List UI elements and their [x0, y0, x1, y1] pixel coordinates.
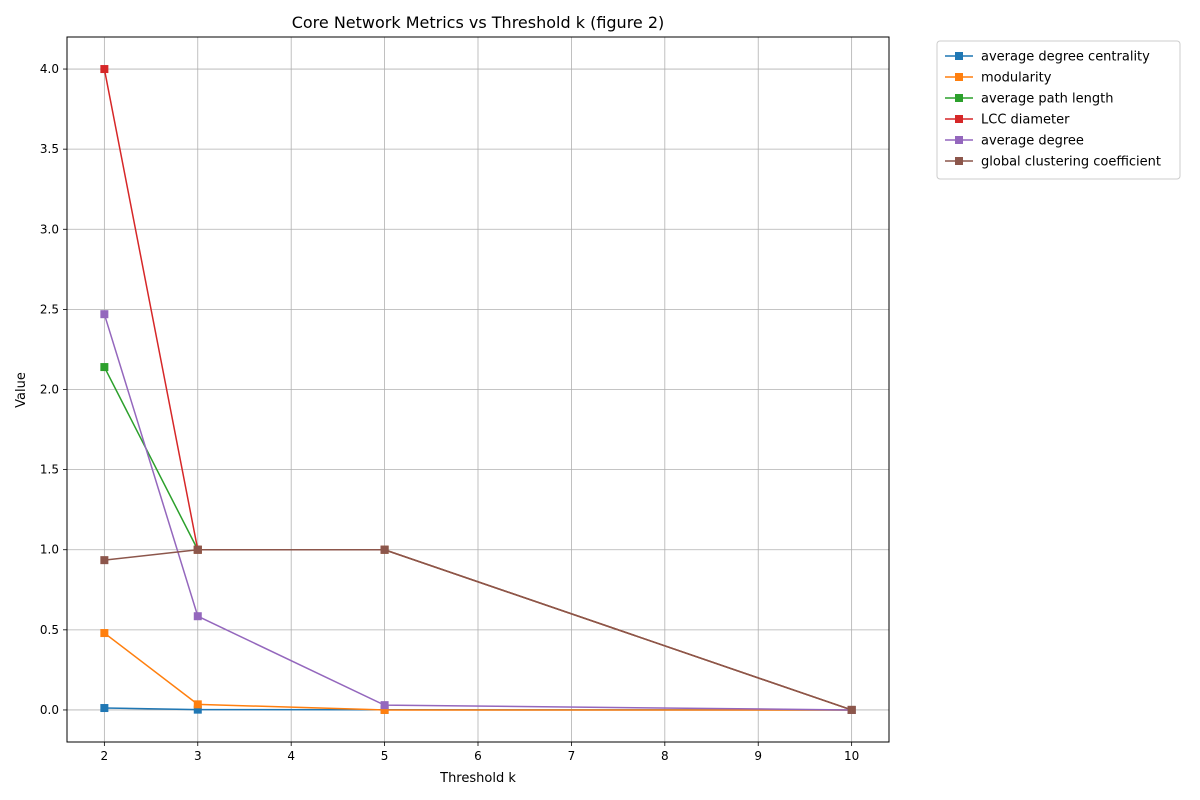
series-line-average-degree — [103, 313, 852, 711]
legend-label: modularity — [981, 71, 1052, 86]
legend-item-modularity: modularity — [945, 71, 1052, 86]
legend-swatch-marker — [955, 94, 963, 102]
chart-title: Core Network Metrics vs Threshold k (fig… — [292, 13, 665, 32]
x-tick-label: 10 — [844, 749, 859, 763]
series-global-clustering-coefficient — [100, 545, 856, 714]
data-point-average-degree-centrality — [100, 704, 109, 713]
series-line-modularity — [103, 632, 852, 711]
data-point-global-clustering-coefficient — [847, 705, 856, 714]
x-tick-label: 2 — [101, 749, 109, 763]
data-point-lcc-diameter — [100, 65, 109, 74]
series-group — [100, 65, 856, 714]
x-tick-label: 6 — [474, 749, 482, 763]
data-point-average-path-length — [100, 363, 109, 372]
legend-swatch-marker — [955, 157, 963, 165]
y-tick-label: 0.5 — [40, 623, 59, 637]
data-point-global-clustering-coefficient — [193, 545, 202, 554]
legend-swatch-marker — [955, 73, 963, 81]
legend-swatch-marker — [955, 136, 963, 144]
x-tick-label: 4 — [287, 749, 295, 763]
data-point-average-degree — [100, 310, 109, 319]
legend-label: average degree centrality — [981, 50, 1150, 65]
y-tick-label: 2.0 — [40, 383, 59, 397]
legend-label: average degree — [981, 134, 1084, 149]
legend-swatch-marker — [955, 52, 963, 60]
data-point-average-degree — [193, 612, 202, 621]
legend-item-global-clustering-coefficient: global clustering coefficient — [945, 155, 1161, 170]
x-tick-label: 3 — [194, 749, 202, 763]
data-point-modularity — [380, 705, 389, 714]
y-tick-label: 3.5 — [40, 142, 59, 156]
series-line-global-clustering-coefficient — [104, 548, 852, 711]
data-point-global-clustering-coefficient — [100, 556, 109, 565]
x-tick-label: 5 — [381, 749, 389, 763]
legend-label: global clustering coefficient — [981, 155, 1161, 170]
ticks: 2 3 4 5 6 7 8 9 10 0.0 0.5 1.0 1.5 2.0 2.5 3.0 3.5 4.0 — [40, 62, 859, 763]
legend-item-lcc-diameter: LCC diameter — [945, 113, 1070, 128]
legend-box — [936, 40, 1181, 180]
legend-item-average-degree: average degree — [945, 134, 1084, 149]
x-tick-label: 8 — [661, 749, 669, 763]
data-point-average-degree — [380, 701, 389, 710]
legend-item-average-path-length: average path length — [945, 92, 1113, 107]
legend: average degree centrality modularity avera… — [936, 40, 1181, 180]
data-point-global-clustering-coefficient — [380, 545, 389, 554]
data-point-modularity — [100, 629, 109, 638]
data-point-modularity — [193, 700, 202, 709]
y-tick-label: 4.0 — [40, 62, 59, 76]
legend-item-average-degree-centrality: average degree centrality — [945, 50, 1150, 65]
y-tick-label: 1.0 — [40, 543, 59, 557]
x-axis-label: Threshold k — [439, 771, 516, 786]
x-tick-label: 9 — [754, 749, 762, 763]
y-tick-label: 0.0 — [40, 703, 59, 717]
legend-label: LCC diameter — [981, 113, 1070, 128]
y-tick-label: 3.0 — [40, 222, 59, 236]
legend-label: average path length — [981, 92, 1113, 107]
legend-swatch-marker — [955, 115, 963, 123]
y-tick-label: 2.5 — [40, 302, 59, 316]
y-axis-label: Value — [14, 372, 29, 408]
y-tick-label: 1.5 — [40, 463, 59, 477]
x-tick-label: 7 — [568, 749, 576, 763]
data-point-average-degree-centrality — [193, 705, 202, 714]
